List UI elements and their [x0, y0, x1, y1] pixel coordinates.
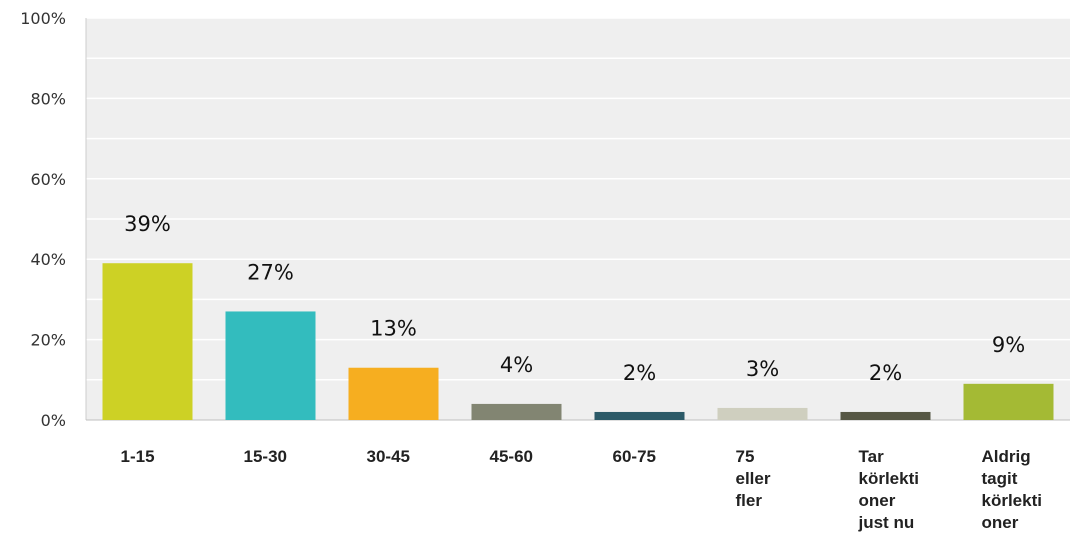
x-category-label: 1-15	[120, 447, 155, 466]
bar	[471, 403, 562, 420]
x-category-label: 15-30	[243, 447, 287, 466]
y-tick-label: 40%	[30, 250, 66, 269]
y-tick-label: 80%	[30, 89, 66, 108]
y-tick-label: 100%	[20, 9, 66, 28]
data-label: 27%	[247, 260, 294, 284]
bar	[963, 383, 1054, 420]
x-category-label: 75 eller fler	[735, 447, 771, 510]
y-tick-label: 0%	[41, 411, 66, 430]
y-axis-ticks: 0% 20% 40% 60% 80% 100%	[20, 9, 66, 430]
data-label: 9%	[992, 333, 1025, 357]
x-category-label: 60-75	[612, 447, 656, 466]
data-label: 4%	[500, 353, 533, 377]
data-label: 39%	[124, 212, 171, 236]
x-category-label: 45-60	[489, 447, 533, 466]
bar	[225, 311, 316, 420]
x-category-label: 30-45	[366, 447, 410, 466]
bar	[594, 411, 685, 420]
data-label: 13%	[370, 317, 417, 341]
bar	[348, 367, 439, 420]
data-label: 3%	[746, 357, 779, 381]
gridlines	[86, 17, 1070, 381]
x-category-label: Aldrig tagit körlekti oner	[981, 447, 1042, 532]
bar	[717, 407, 808, 420]
y-tick-label: 20%	[30, 331, 66, 350]
data-label: 2%	[623, 361, 656, 385]
data-labels: 39% 27% 13% 4% 2% 3% 2% 9%	[124, 212, 1025, 385]
data-label: 2%	[869, 361, 902, 385]
y-tick-label: 60%	[30, 170, 66, 189]
bars	[102, 263, 1054, 420]
x-category-label: Tar körlekti oner just nu	[858, 447, 919, 532]
bar	[102, 263, 193, 420]
bar	[840, 411, 931, 420]
